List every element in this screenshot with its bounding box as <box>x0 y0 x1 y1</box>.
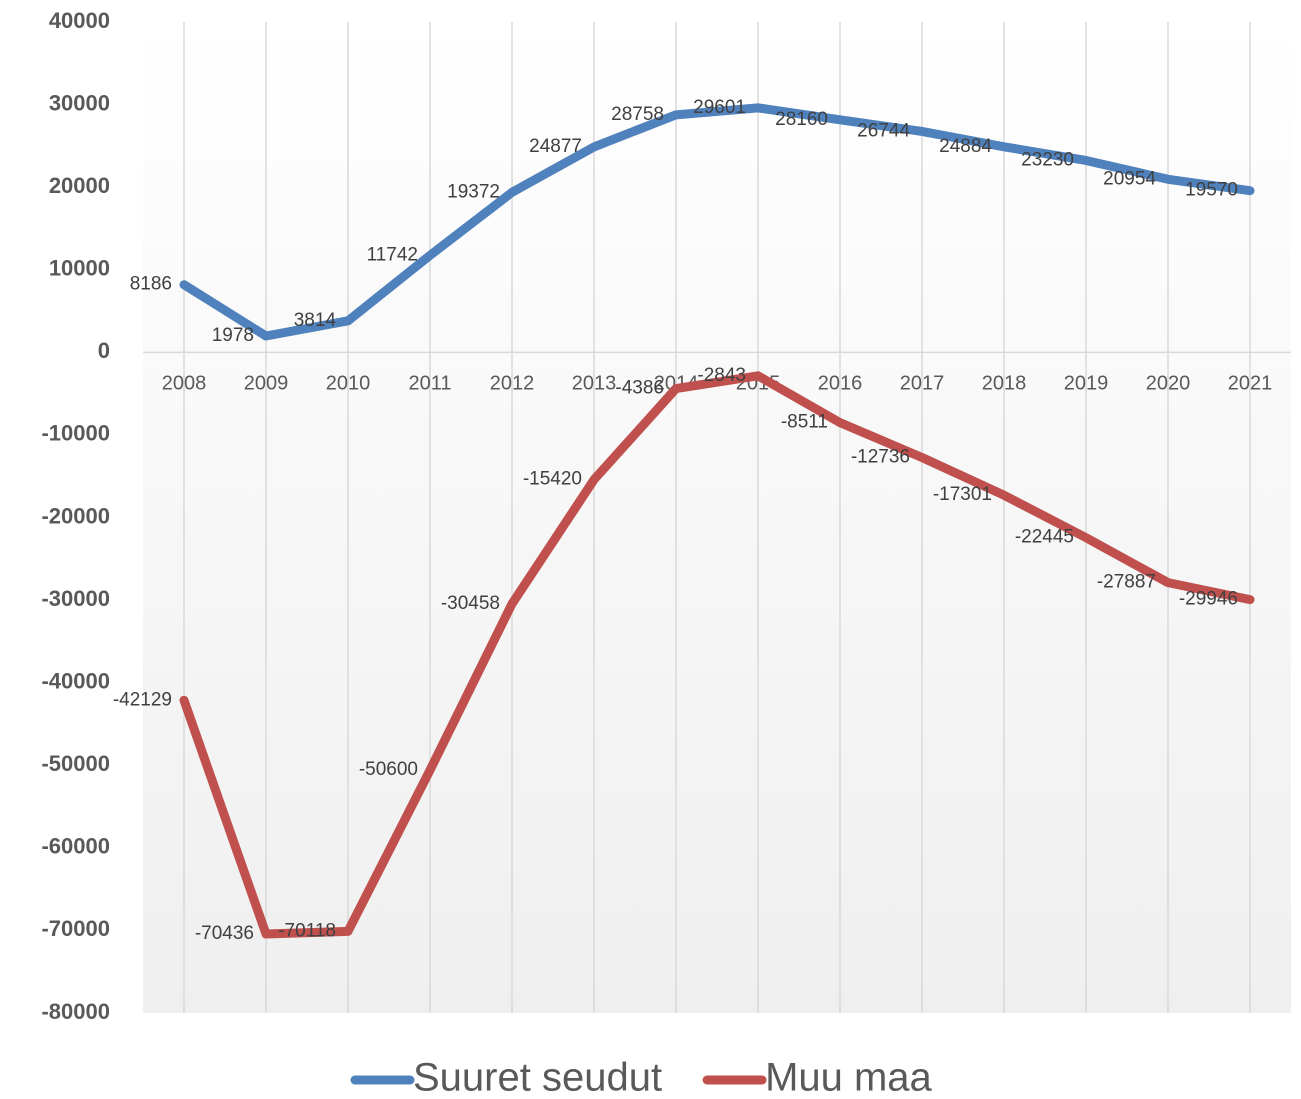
data-label: -8511 <box>781 412 828 433</box>
x-tick-label: 2021 <box>1228 373 1273 395</box>
data-label: -29946 <box>1179 589 1238 610</box>
y-tick-label: -60000 <box>41 834 110 859</box>
data-label: -4386 <box>615 378 664 399</box>
y-tick-label: 10000 <box>49 256 110 281</box>
data-label: 20954 <box>1103 168 1156 189</box>
data-label: 26744 <box>857 120 910 141</box>
data-label: 28758 <box>611 104 664 125</box>
data-label: 1978 <box>212 325 254 346</box>
data-label: -70436 <box>195 923 254 944</box>
y-tick-label: -70000 <box>41 916 110 941</box>
y-tick-label: 20000 <box>49 173 110 198</box>
legend-label: Suuret seudut <box>413 1056 662 1099</box>
y-tick-label: 0 <box>98 338 110 363</box>
data-label: -42129 <box>113 689 172 710</box>
data-label: 24884 <box>939 136 992 157</box>
y-tick-label: -80000 <box>41 999 110 1024</box>
data-label: -12736 <box>851 447 910 468</box>
x-tick-label: 2012 <box>490 373 535 395</box>
data-label: -30458 <box>441 593 500 614</box>
y-tick-label: -50000 <box>41 751 110 776</box>
data-label: 23230 <box>1021 150 1074 171</box>
data-label: 19570 <box>1185 180 1238 201</box>
y-tick-label: 30000 <box>49 90 110 115</box>
series-line <box>179 371 1255 939</box>
data-label: -17301 <box>933 484 992 505</box>
x-tick-label: 2013 <box>572 373 617 395</box>
y-tick-label: -30000 <box>41 586 110 611</box>
data-label: 24877 <box>529 136 582 157</box>
data-label: 19372 <box>447 181 500 202</box>
data-label: 29601 <box>693 97 746 118</box>
data-label: 11742 <box>367 244 418 265</box>
x-tick-label: 2017 <box>900 373 945 395</box>
data-label: -50600 <box>359 759 418 780</box>
data-label: 3814 <box>294 310 337 331</box>
x-tick-label: 2018 <box>982 373 1027 395</box>
data-label: 8186 <box>130 274 172 295</box>
x-tick-label: 2011 <box>408 373 451 395</box>
series-line <box>179 103 1255 341</box>
plot-area <box>143 22 1291 1013</box>
y-tick-label: -40000 <box>41 668 110 693</box>
y-tick-label: -10000 <box>41 421 110 446</box>
y-tick-label: 40000 <box>49 8 110 33</box>
x-tick-label: 2009 <box>244 373 289 395</box>
x-tick-label: 2020 <box>1146 373 1191 395</box>
legend-label: Muu maa <box>765 1056 932 1099</box>
y-tick-label: -20000 <box>41 503 110 528</box>
data-label: -70118 <box>278 920 336 941</box>
data-label: -27887 <box>1097 572 1156 593</box>
data-label: -22445 <box>1015 527 1074 548</box>
x-tick-label: 2016 <box>818 373 863 395</box>
data-label: -15420 <box>523 469 582 490</box>
data-label: 28160 <box>775 109 828 130</box>
data-label: -2843 <box>697 365 746 386</box>
x-tick-label: 2010 <box>326 373 371 395</box>
x-tick-label: 2008 <box>162 373 207 395</box>
x-tick-label: 2019 <box>1064 373 1109 395</box>
